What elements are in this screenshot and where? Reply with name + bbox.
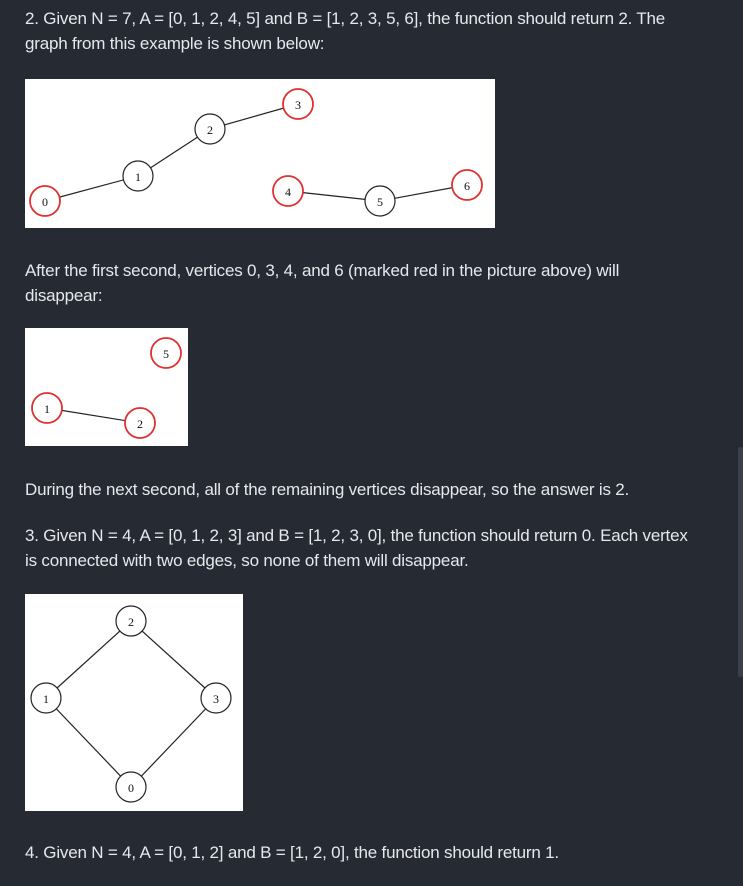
after-first-line-2: disappear: [25,286,103,305]
graph-node-1 [31,392,63,424]
graph-node-label: 5 [163,347,169,361]
graph-node-1 [30,682,62,714]
graph-node-0 [115,771,147,803]
example-2-line-2: graph from this example is shown below: [25,34,325,53]
graph-edge-3-0 [130,697,217,788]
graph-edge-1-0 [45,697,132,788]
graph-node-label: 3 [213,692,219,706]
graph-node-label: 2 [137,417,143,431]
graph-node-label: 2 [207,123,213,137]
graph-node-label: 0 [42,195,48,209]
graph-node-label: 3 [295,98,301,112]
graph-figure-2: 1 2 5 [25,328,188,446]
graph-2-svg: 1 2 5 [31,337,182,439]
graph-node-5 [364,185,396,217]
scrollbar[interactable] [738,447,743,677]
graph-node-3 [282,88,314,120]
graph-node-0 [29,185,61,217]
graph-figure-3: 2 1 3 0 [25,594,243,811]
graph-node-label: 6 [464,179,470,193]
graph-node-label: 1 [44,402,50,416]
graph-node-label: 0 [128,781,134,795]
example-2-text: 2. Given N = 7, A = [0, 1, 2, 4, 5] and … [25,6,725,56]
graph-3-svg: 2 1 3 0 [30,605,232,803]
after-first-line-1: After the first second, vertices 0, 3, 4… [25,261,620,280]
after-first-second-text: After the first second, vertices 0, 3, 4… [25,258,725,308]
graph-node-3 [200,682,232,714]
graph-node-label: 4 [285,185,291,199]
graph-figure-1: 0 1 2 3 4 5 6 [25,79,495,228]
example-4-text: 4. Given N = 4, A = [0, 1, 2] and B = [1… [25,843,559,862]
example-3-line-1: 3. Given N = 4, A = [0, 1, 2, 3] and B =… [25,526,688,545]
graph-edge-0-1 [44,175,139,202]
example-2-line-1: 2. Given N = 7, A = [0, 1, 2, 4, 5] and … [25,9,666,28]
graph-node-label: 2 [128,615,134,629]
graph-edge-2-3 [130,620,217,699]
graph-node-label: 1 [135,170,141,184]
graph-node-2 [115,605,147,637]
graph-node-2 [194,113,226,145]
graph-node-2 [124,407,156,439]
graph-edge-2-1 [45,620,132,699]
graph-1-svg: 0 1 2 3 4 5 6 [29,88,483,217]
graph-node-5 [150,337,182,369]
example-3-line-2: is connected with two edges, so none of … [25,551,469,570]
example-3-text: 3. Given N = 4, A = [0, 1, 2, 3] and B =… [25,523,725,573]
graph-node-1 [122,160,154,192]
graph-node-label: 1 [43,692,49,706]
graph-node-6 [451,169,483,201]
next-second-text: During the next second, all of the remai… [25,480,630,499]
graph-node-4 [272,175,304,207]
graph-node-label: 5 [377,195,383,209]
